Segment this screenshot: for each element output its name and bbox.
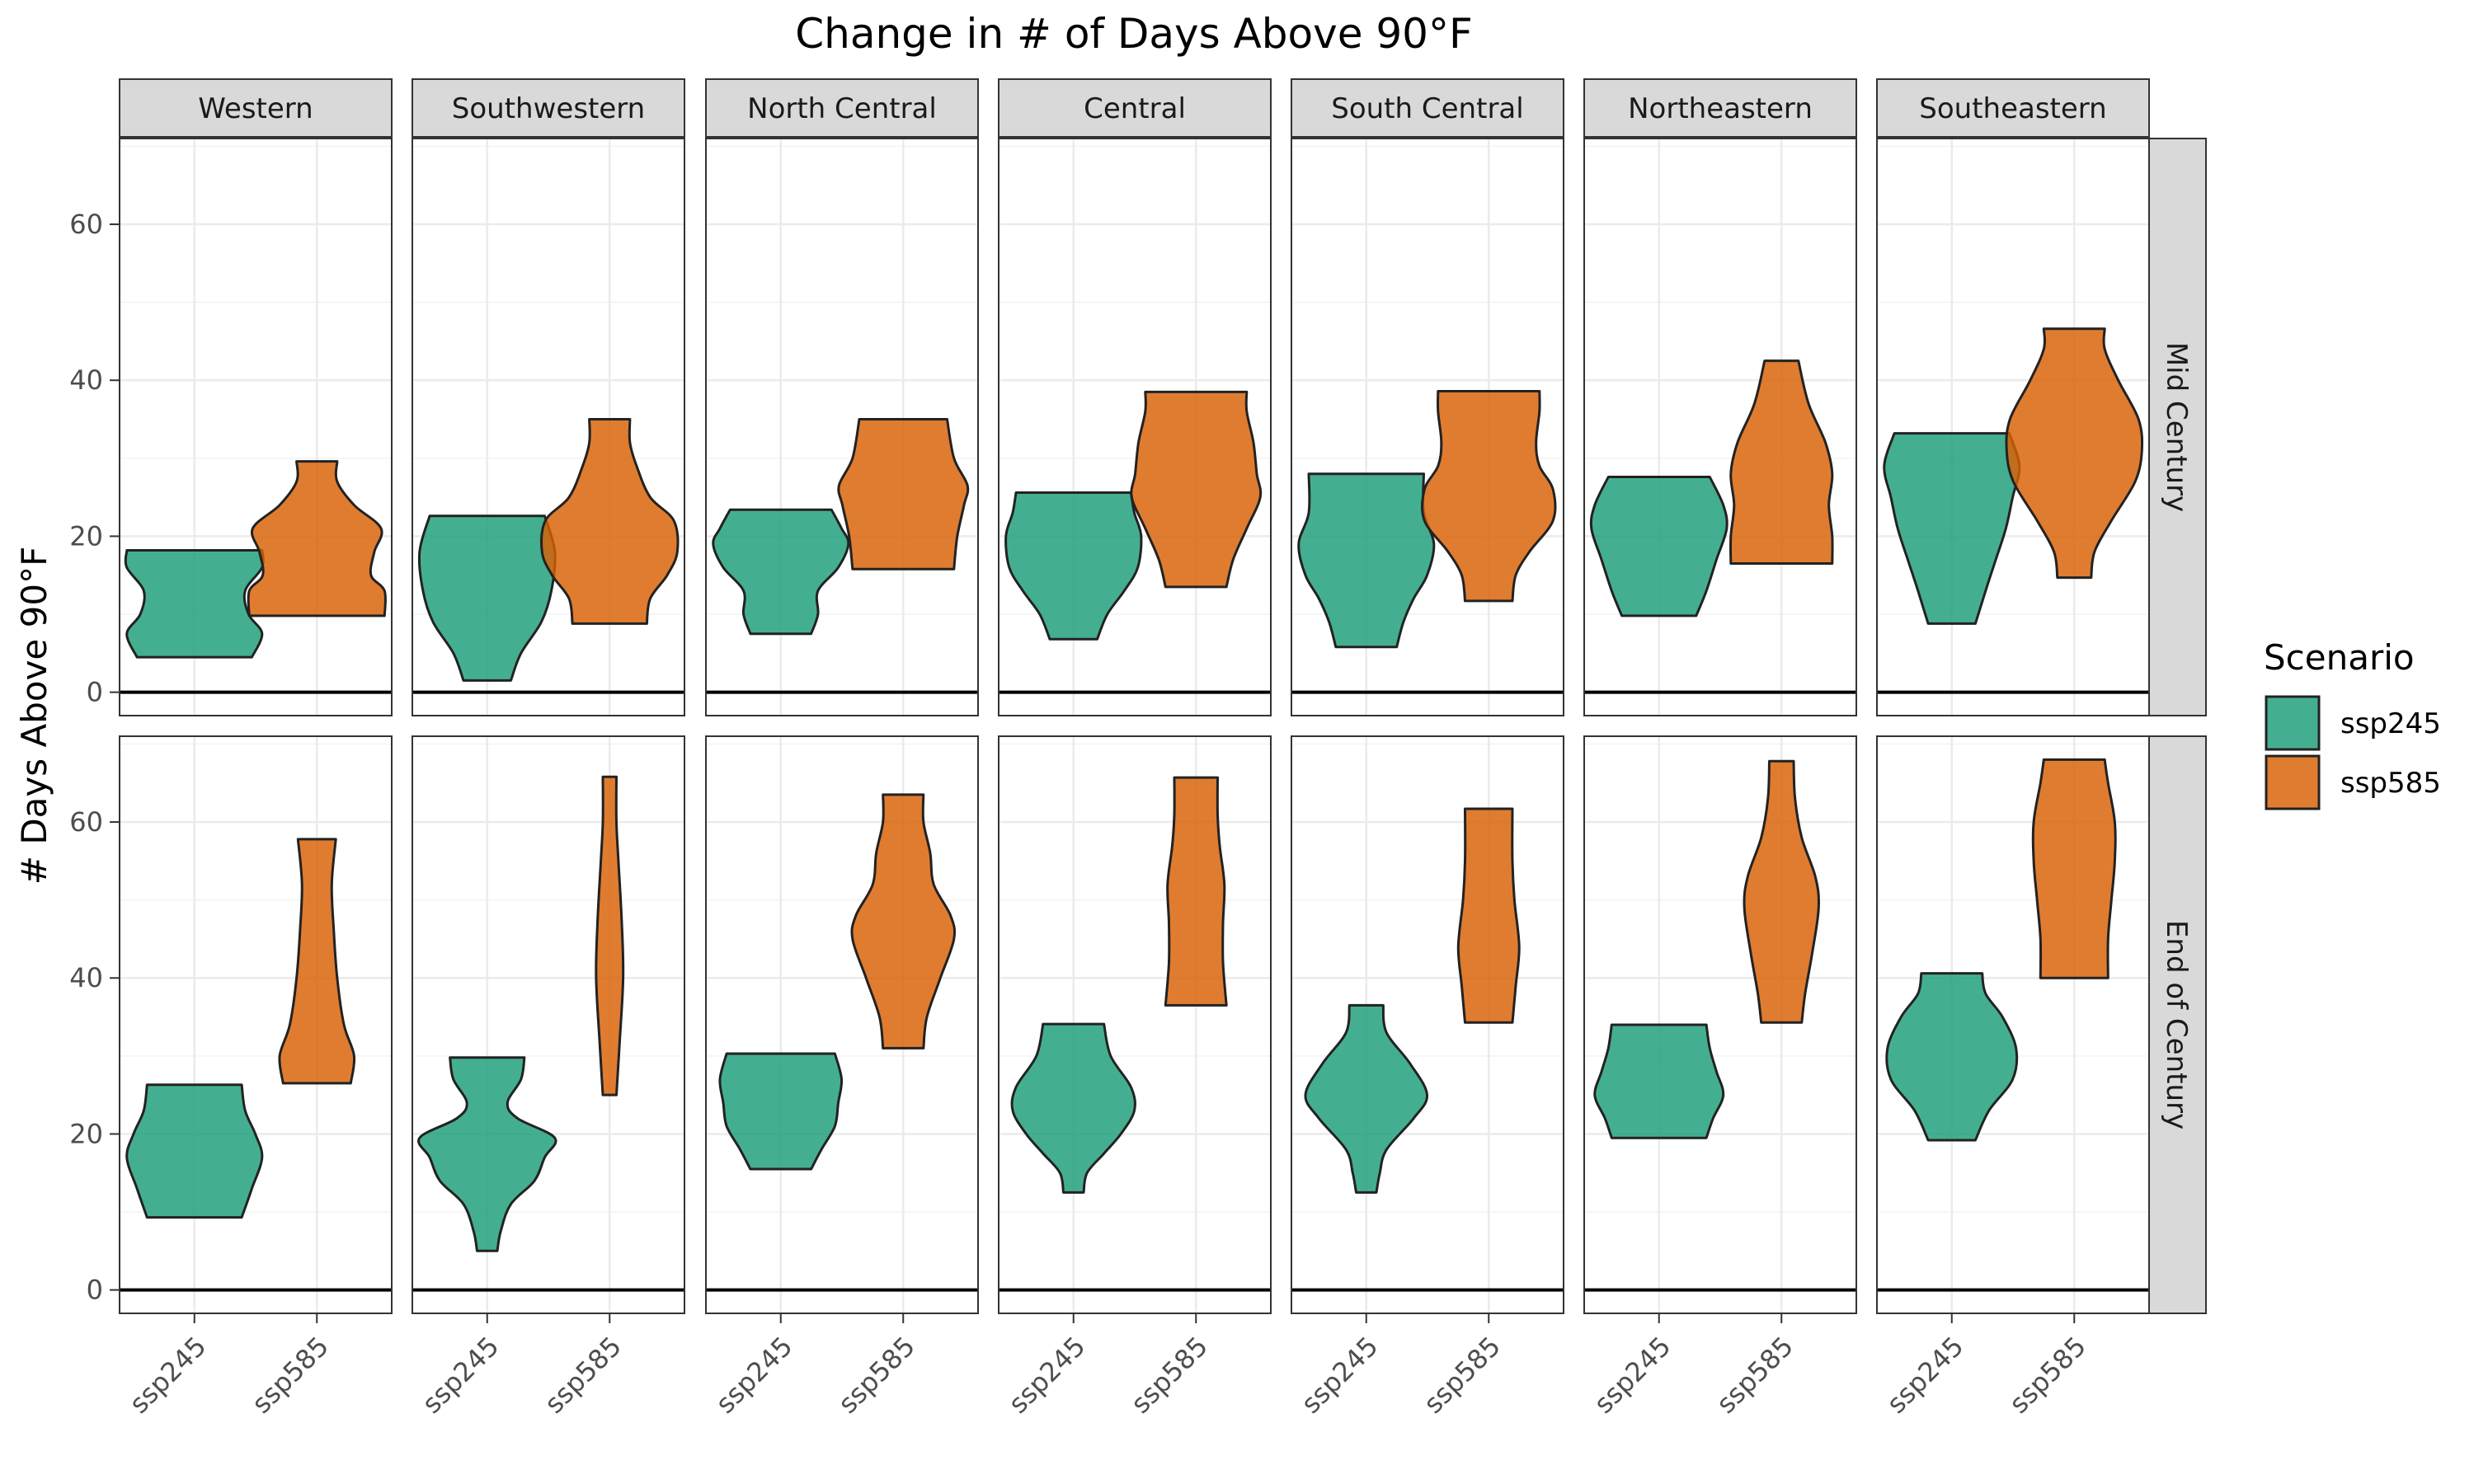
legend-label-ssp585: ssp585 [2340, 767, 2441, 800]
violin-ssp585-northeastern-mid [1729, 359, 1834, 565]
violin-ssp585-western-end [278, 838, 356, 1085]
facet-label-central: Central [1084, 92, 1186, 125]
panel-western-mid [119, 138, 393, 716]
panel-border [705, 735, 979, 1314]
y-tick-label: 40 [69, 962, 103, 993]
facet-strip-northeastern [1583, 78, 1857, 138]
panel-border [119, 735, 393, 1314]
y-tick-label: 20 [69, 520, 103, 552]
facet-label-north-central: North Central [747, 92, 937, 125]
violin-ssp585-southwestern-mid [540, 418, 680, 625]
panel-border [119, 138, 393, 716]
facet-label-western: Western [198, 92, 313, 125]
violin-ssp245-southeastern-end [1885, 972, 2019, 1142]
facet-strip-southwestern [412, 78, 685, 138]
panel-south-central-mid [1291, 138, 1564, 716]
violin-ssp245-northeastern-end [1593, 1023, 1725, 1139]
violin-ssp585-western-mid [247, 460, 387, 618]
facet-strip-western [119, 78, 393, 138]
violin-ssp585-central-mid [1130, 390, 1263, 589]
panel-border [1291, 735, 1564, 1314]
facet-label-southwestern: Southwestern [452, 92, 645, 125]
panel-southeastern-mid [1876, 138, 2150, 716]
violin-ssp245-western-end [125, 1083, 264, 1219]
panel-border [1876, 735, 2150, 1314]
legend: Scenario ssp245 ssp585 [2264, 637, 2441, 810]
row-label-mid-century: Mid Century [2160, 342, 2193, 512]
violin-ssp245-central-end [1010, 1022, 1136, 1194]
panel-border [998, 735, 1272, 1314]
y-tick-label: 60 [69, 806, 103, 838]
violin-ssp585-north-central-mid [837, 418, 970, 571]
y-tick-label: 0 [87, 1275, 103, 1306]
panel-central-mid [998, 138, 1272, 716]
panel-border [412, 735, 685, 1314]
violin-ssp585-north-central-end [850, 793, 957, 1050]
violin-ssp245-north-central-mid [712, 508, 850, 636]
panel-border [998, 138, 1272, 716]
legend-label-ssp245: ssp245 [2340, 707, 2441, 740]
panel-background [412, 736, 684, 1313]
facet-label-northeastern: Northeastern [1628, 92, 1813, 125]
y-tick-label: 0 [87, 677, 103, 708]
violin-ssp585-central-end [1164, 776, 1228, 1007]
panels-layer: Western Southwestern North Central Central S… [69, 78, 2207, 1420]
violin-ssp245-western-mid [124, 549, 265, 659]
legend-title: Scenario [2264, 637, 2415, 678]
violin-ssp585-southeastern-end [2031, 758, 2117, 979]
violin-ssp245-south-central-mid [1297, 472, 1436, 649]
violin-ssp585-southeastern-mid [2005, 327, 2144, 580]
facet-label-southeastern: Southeastern [1919, 92, 2106, 125]
panel-northeastern-mid [1583, 138, 1857, 716]
facet-strip-central [998, 78, 1272, 138]
legend-key-ssp585 [2265, 754, 2321, 810]
facet-strip-south-central [1291, 78, 1564, 138]
violin-ssp245-northeastern-mid [1589, 476, 1729, 618]
y-tick-label: 20 [69, 1118, 103, 1149]
legend-items: ssp245 ssp585 [2265, 695, 2441, 810]
violin-ssp245-southwestern-end [417, 1056, 557, 1252]
panel-border [705, 138, 979, 716]
violin-ssp245-southwestern-mid [417, 514, 557, 682]
panel-southwestern-end: ssp245 ssp585 [412, 735, 685, 1420]
panel-central-end: ssp245 ssp585 [998, 735, 1272, 1420]
panel-background [1291, 736, 1564, 1313]
panel-southwestern-mid [412, 138, 685, 716]
facet-strip-southeastern [1876, 78, 2150, 138]
legend-key-ssp245 [2265, 695, 2321, 751]
panel-background [706, 736, 978, 1313]
panel-border [412, 138, 685, 716]
panel-north-central-end: ssp245 ssp585 [705, 735, 979, 1420]
y-tick-label: 40 [69, 364, 103, 396]
violin-ssp245-north-central-end [718, 1052, 844, 1171]
chart-title: Change in # of Days Above 90°F [795, 10, 1473, 58]
y-axis-title: # Days Above 90°F [14, 547, 54, 885]
row-label-end-of-century: End of Century [2160, 920, 2193, 1129]
panel-border [1876, 138, 2150, 716]
panel-border [1583, 735, 1857, 1314]
violin-ssp585-south-central-mid [1421, 390, 1557, 603]
violin-ssp585-northeastern-end [1743, 759, 1820, 1024]
panel-border [1291, 138, 1564, 716]
panel-north-central-mid [705, 138, 979, 716]
facet-strip-north-central [705, 78, 979, 138]
y-tick-label: 60 [69, 209, 103, 240]
panel-border [1583, 138, 1857, 716]
violin-ssp585-south-central-end [1456, 807, 1521, 1024]
violin-ssp585-southwestern-end [595, 775, 625, 1097]
facet-label-south-central: South Central [1331, 92, 1523, 125]
violin-ssp245-south-central-end [1304, 1003, 1429, 1194]
